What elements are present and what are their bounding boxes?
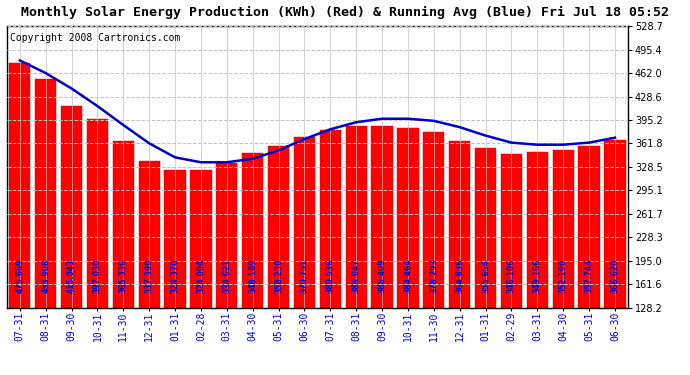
Bar — [164, 170, 186, 375]
Bar — [9, 63, 30, 375]
Text: 384.464: 384.464 — [404, 259, 413, 294]
Text: 475.669: 475.669 — [15, 259, 24, 294]
Bar — [526, 152, 548, 375]
Text: 357.744: 357.744 — [584, 259, 593, 294]
Text: 349.166: 349.166 — [533, 259, 542, 294]
Bar — [604, 140, 626, 375]
Bar — [475, 148, 496, 375]
Text: Monthly Solar Energy Production (KWh) (Red) & Running Avg (Blue) Fri Jul 18 05:5: Monthly Solar Energy Production (KWh) (R… — [21, 6, 669, 19]
Bar — [371, 126, 393, 375]
Bar — [87, 119, 108, 375]
Bar — [423, 132, 444, 375]
Bar — [61, 106, 82, 375]
Text: 358.230: 358.230 — [274, 259, 283, 294]
Text: 364.836: 364.836 — [455, 259, 464, 294]
Text: 334.621: 334.621 — [222, 259, 231, 294]
Bar — [190, 170, 212, 375]
Text: 370.751: 370.751 — [300, 259, 309, 294]
Bar — [294, 137, 315, 375]
Bar — [242, 153, 264, 375]
Bar — [578, 146, 600, 375]
Text: 366.620: 366.620 — [611, 259, 620, 294]
Text: 337.390: 337.390 — [145, 259, 154, 294]
Bar — [139, 160, 160, 375]
Text: 365.336: 365.336 — [119, 259, 128, 294]
Text: 324.370: 324.370 — [170, 259, 179, 294]
Text: 386.047: 386.047 — [352, 259, 361, 294]
Text: 324.004: 324.004 — [197, 259, 206, 294]
Bar — [449, 141, 471, 375]
Text: 352.190: 352.190 — [559, 259, 568, 294]
Bar — [319, 130, 341, 375]
Text: 348.189: 348.189 — [248, 259, 257, 294]
Text: 386.409: 386.409 — [377, 259, 386, 294]
Bar — [397, 128, 419, 375]
Bar — [35, 79, 57, 375]
Text: 415.043: 415.043 — [67, 259, 76, 294]
Text: 378.293: 378.293 — [429, 259, 438, 294]
Bar — [346, 126, 367, 375]
Text: 397.030: 397.030 — [93, 259, 102, 294]
Text: 355.654: 355.654 — [481, 260, 490, 294]
Bar — [268, 146, 289, 375]
Bar — [216, 162, 237, 375]
Text: 380.536: 380.536 — [326, 259, 335, 294]
Bar — [553, 150, 574, 375]
Text: 346.106: 346.106 — [507, 259, 516, 294]
Bar — [112, 141, 134, 375]
Text: 453.908: 453.908 — [41, 259, 50, 294]
Text: Copyright 2008 Cartronics.com: Copyright 2008 Cartronics.com — [10, 33, 180, 43]
Bar — [501, 154, 522, 375]
